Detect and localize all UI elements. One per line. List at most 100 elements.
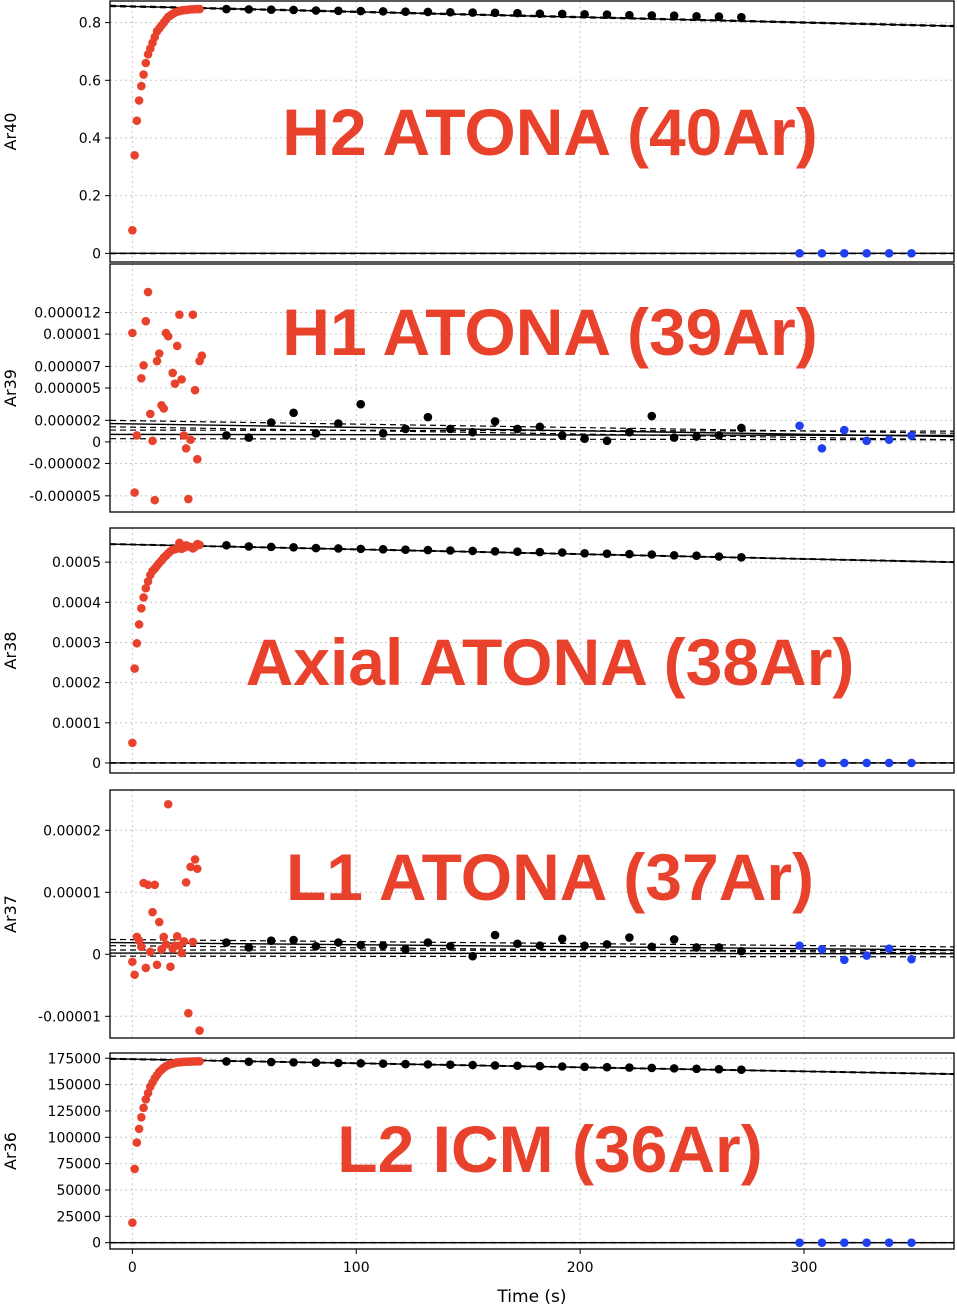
- data-point: [602, 549, 612, 559]
- data-point: [266, 1057, 276, 1067]
- data-point: [401, 1059, 410, 1069]
- data-point: [513, 1061, 522, 1071]
- data-point: [139, 593, 148, 602]
- data-point: [311, 543, 321, 553]
- data-point: [311, 428, 321, 438]
- data-point: [177, 948, 186, 958]
- data-point: [161, 940, 171, 949]
- data-point: [468, 1060, 477, 1070]
- data-point: [190, 855, 200, 864]
- x-axis-label: Time (s): [496, 1287, 566, 1307]
- data-point: [137, 1112, 146, 1122]
- data-point: [907, 431, 916, 440]
- data-point: [193, 454, 202, 464]
- y-axis-label: Ar39: [1, 369, 20, 407]
- data-point: [148, 436, 157, 446]
- data-point: [132, 116, 142, 125]
- data-point: [669, 935, 679, 944]
- y-tick-label: 0.000007: [34, 359, 101, 375]
- plot-frame: [109, 263, 955, 513]
- fit-band-line: [109, 426, 955, 441]
- data-point: [468, 427, 477, 437]
- data-point: [737, 553, 746, 562]
- data-point: [137, 373, 146, 383]
- data-point: [334, 544, 343, 553]
- panel-title: L1 ATONA (37Ar): [286, 840, 814, 914]
- y-tick-label: 75000: [56, 1157, 101, 1173]
- y-ticks: 0 0.0001 0.0002 0.0003 0.0004 0.0005: [52, 555, 110, 772]
- data-point: [195, 1026, 204, 1035]
- data-point: [168, 368, 177, 378]
- data-point: [175, 310, 184, 319]
- data-point: [714, 431, 724, 440]
- data-point: [195, 4, 204, 14]
- plot-frame: [109, 527, 955, 774]
- data-points: [128, 538, 916, 768]
- data-point: [356, 399, 366, 409]
- data-point: [134, 1124, 144, 1134]
- data-point: [195, 1057, 204, 1066]
- data-point: [150, 880, 160, 890]
- data-point: [602, 1062, 612, 1072]
- data-point: [445, 7, 455, 17]
- data-point: [445, 546, 455, 555]
- data-point: [163, 799, 173, 809]
- data-point: [862, 249, 871, 258]
- data-point: [625, 933, 634, 942]
- data-point: [557, 548, 567, 557]
- data-point: [177, 375, 186, 384]
- panel-ar39: -0.000005 -0.000002 0 0.000002 0.000005 0.000…: [1, 263, 955, 513]
- data-point: [266, 936, 276, 945]
- data-point: [378, 1059, 388, 1068]
- data-point: [490, 546, 500, 556]
- data-point: [647, 411, 657, 421]
- data-point: [150, 495, 160, 505]
- data-point: [795, 421, 804, 431]
- data-point: [334, 1058, 343, 1068]
- data-point: [557, 1062, 567, 1071]
- data-point: [356, 1059, 366, 1068]
- y-tick-label: 100000: [48, 1130, 101, 1146]
- y-ticks: 0 0.2 0.4 0.6 0.8: [79, 16, 110, 262]
- data-point: [840, 758, 849, 768]
- data-point: [714, 943, 724, 952]
- data-point: [714, 12, 724, 21]
- y-tick-label: -0.00001: [38, 1009, 101, 1025]
- data-point: [128, 957, 137, 967]
- data-point: [184, 494, 193, 504]
- data-point: [190, 385, 200, 395]
- y-tick-label: 50000: [56, 1183, 101, 1199]
- data-point: [669, 551, 679, 560]
- data-point: [170, 379, 180, 388]
- x-tick-label: 200: [567, 1260, 594, 1276]
- data-point: [401, 424, 410, 434]
- fit-band-line: [109, 955, 955, 958]
- y-tick-label: 0: [92, 1236, 101, 1252]
- data-point: [817, 945, 827, 954]
- data-point: [244, 542, 254, 551]
- y-tick-label: 0.0002: [52, 676, 101, 692]
- data-point: [401, 945, 410, 954]
- data-point: [148, 907, 157, 917]
- data-point: [490, 8, 500, 18]
- data-points: [128, 1057, 916, 1247]
- data-point: [197, 351, 207, 360]
- data-point: [423, 7, 433, 17]
- y-tick-label: 0.4: [79, 131, 101, 147]
- data-point: [513, 424, 522, 434]
- data-point: [602, 940, 612, 949]
- data-point: [130, 1164, 139, 1174]
- data-point: [423, 412, 433, 422]
- data-point: [884, 758, 894, 768]
- data-point: [128, 1218, 137, 1227]
- data-point: [840, 1238, 849, 1247]
- data-point: [141, 583, 151, 593]
- data-point: [289, 935, 298, 945]
- data-point: [244, 433, 254, 442]
- data-point: [490, 417, 500, 426]
- data-point: [181, 444, 191, 453]
- panel-ar36: 0 25000 50000 75000 100000 125000 150000 175000…: [1, 1051, 955, 1307]
- data-point: [862, 758, 871, 768]
- data-point: [139, 1103, 148, 1113]
